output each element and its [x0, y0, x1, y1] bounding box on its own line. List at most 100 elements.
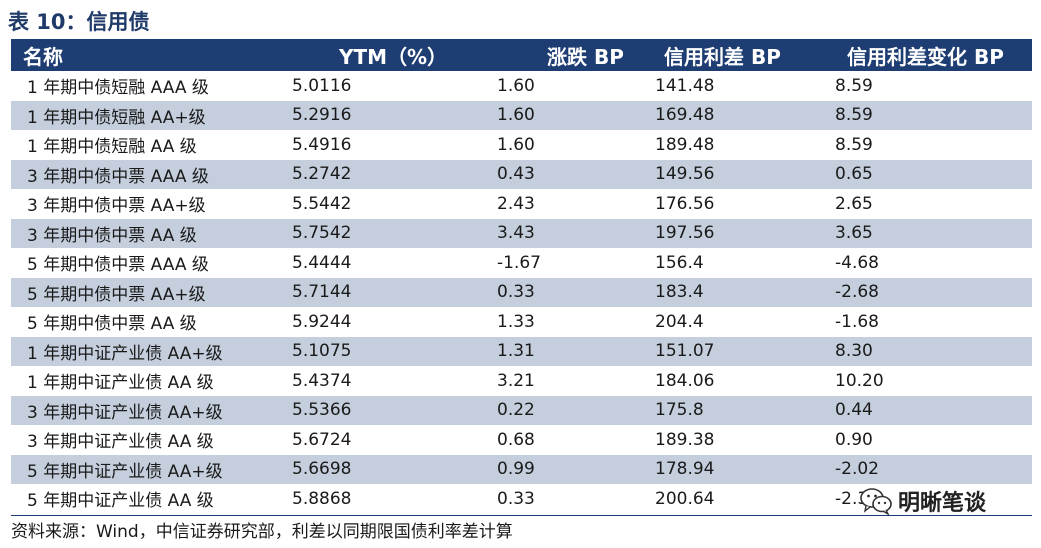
header-name: 名称 [23, 44, 63, 69]
cell-name: 5 年期中债中票 AA+级 [27, 284, 206, 305]
cell-name: 3 年期中证产业债 AA 级 [27, 432, 214, 453]
cell-spread: 176.56 [655, 193, 715, 214]
cell-spread: 141.48 [655, 75, 715, 96]
cell-spread-change: -2.02 [835, 459, 879, 480]
cell-name: 1 年期中债短融 AA+级 [27, 107, 206, 128]
cell-ytm: 5.7542 [292, 223, 352, 244]
table-row: 5 年期中债中票 AA 级 5.9244 1.33 204.4 -1.68 [11, 307, 1032, 337]
cell-spread: 189.48 [655, 134, 715, 155]
cell-spread: 184.06 [655, 370, 715, 391]
cell-ytm: 5.9244 [292, 311, 352, 332]
cell-name: 3 年期中债中票 AAA 级 [27, 166, 209, 187]
cell-change: 3.21 [497, 370, 535, 391]
cell-ytm: 5.6698 [292, 459, 352, 480]
cell-spread: 149.56 [655, 164, 715, 185]
source-note: 资料来源：Wind，中信证券研究部，利差以同期限国债利率差计算 [11, 522, 513, 542]
cell-change: 1.60 [497, 105, 535, 126]
cell-spread-change: 2.65 [835, 193, 873, 214]
cell-ytm: 5.4374 [292, 370, 352, 391]
cell-ytm: 5.5366 [292, 400, 352, 421]
table-row: 3 年期中债中票 AAA 级 5.2742 0.43 149.56 0.65 [11, 159, 1032, 189]
cell-change: 0.68 [497, 429, 535, 450]
header-spread-change: 信用利差变化 BP [847, 44, 1004, 69]
cell-name: 3 年期中证产业债 AA+级 [27, 402, 223, 423]
cell-name: 3 年期中债中票 AA+级 [27, 196, 206, 217]
cell-name: 5 年期中债中票 AA 级 [27, 314, 197, 335]
footer-divider [11, 515, 1032, 516]
table-row: 1 年期中证产业债 AA 级 5.4374 3.21 184.06 10.20 [11, 366, 1032, 396]
table-row: 5 年期中债中票 AAA 级 5.4444 -1.67 156.4 -4.68 [11, 248, 1032, 278]
cell-change: 1.60 [497, 75, 535, 96]
table-row: 3 年期中证产业债 AA 级 5.6724 0.68 189.38 0.90 [11, 425, 1032, 455]
cell-ytm: 5.4916 [292, 134, 352, 155]
cell-name: 1 年期中债短融 AA 级 [27, 137, 197, 158]
cell-spread: 204.4 [655, 311, 704, 332]
table-row: 3 年期中证产业债 AA+级 5.5366 0.22 175.8 0.44 [11, 395, 1032, 425]
cell-name: 1 年期中证产业债 AA 级 [27, 373, 214, 394]
table-row: 1 年期中债短融 AA 级 5.4916 1.60 189.48 8.59 [11, 130, 1032, 160]
table-row: 3 年期中债中票 AA+级 5.5442 2.43 176.56 2.65 [11, 189, 1032, 219]
table-row: 5 年期中证产业债 AA+级 5.6698 0.99 178.94 -2.02 [11, 454, 1032, 484]
cell-change: -1.67 [497, 252, 541, 273]
cell-change: 0.22 [497, 400, 535, 421]
cell-spread-change: 0.44 [835, 400, 873, 421]
cell-spread-change: 8.59 [835, 75, 873, 96]
cell-spread-change: 8.59 [835, 134, 873, 155]
cell-ytm: 5.6724 [292, 429, 352, 450]
cell-ytm: 5.0116 [292, 75, 352, 96]
cell-change: 1.60 [497, 134, 535, 155]
cell-spread: 200.64 [655, 488, 715, 509]
cell-name: 1 年期中证产业债 AA+级 [27, 343, 223, 364]
table-title: 表 10：信用债 [8, 10, 150, 34]
cell-name: 3 年期中债中票 AA 级 [27, 225, 197, 246]
wechat-icon [860, 487, 892, 516]
cell-spread: 183.4 [655, 282, 704, 303]
table-row: 5 年期中债中票 AA+级 5.7144 0.33 183.4 -2.68 [11, 277, 1032, 307]
cell-name: 1 年期中债短融 AAA 级 [27, 78, 209, 99]
cell-spread: 197.56 [655, 223, 715, 244]
cell-spread-change: 8.59 [835, 105, 873, 126]
cell-ytm: 5.4444 [292, 252, 352, 273]
cell-change: 0.33 [497, 488, 535, 509]
table-row: 1 年期中债短融 AA+级 5.2916 1.60 169.48 8.59 [11, 100, 1032, 130]
cell-spread-change: -2.68 [835, 282, 879, 303]
header-change-bp: 涨跌 BP [547, 44, 624, 69]
cell-spread: 178.94 [655, 459, 715, 480]
cell-spread: 156.4 [655, 252, 704, 273]
credit-bond-table: 名称 YTM（%） 涨跌 BP 信用利差 BP 信用利差变化 BP 1 年期中债… [11, 39, 1032, 514]
cell-spread-change: 0.90 [835, 429, 873, 450]
cell-change: 3.43 [497, 223, 535, 244]
cell-name: 5 年期中债中票 AAA 级 [27, 255, 209, 276]
cell-change: 0.33 [497, 282, 535, 303]
cell-spread-change: -4.68 [835, 252, 879, 273]
cell-name: 5 年期中证产业债 AA+级 [27, 461, 223, 482]
cell-ytm: 5.1075 [292, 341, 352, 362]
cell-ytm: 5.2916 [292, 105, 352, 126]
header-ytm: YTM（%） [339, 44, 448, 69]
cell-spread: 169.48 [655, 105, 715, 126]
table-header-row: 名称 YTM（%） 涨跌 BP 信用利差 BP 信用利差变化 BP [11, 39, 1032, 71]
cell-spread-change: 0.65 [835, 164, 873, 185]
watermark-text: 明晰笔谈 [898, 491, 987, 516]
cell-name: 5 年期中证产业债 AA 级 [27, 491, 214, 512]
cell-ytm: 5.2742 [292, 164, 352, 185]
cell-change: 0.43 [497, 164, 535, 185]
cell-spread-change: 3.65 [835, 223, 873, 244]
cell-spread: 189.38 [655, 429, 715, 450]
watermark: 明晰笔谈 [860, 485, 986, 517]
table-row: 1 年期中证产业债 AA+级 5.1075 1.31 151.07 8.30 [11, 336, 1032, 366]
table-row: 1 年期中债短融 AAA 级 5.0116 1.60 141.48 8.59 [11, 71, 1032, 101]
header-credit-spread: 信用利差 BP [664, 44, 781, 69]
cell-change: 2.43 [497, 193, 535, 214]
cell-spread: 151.07 [655, 341, 715, 362]
cell-ytm: 5.8868 [292, 488, 352, 509]
cell-change: 1.31 [497, 341, 535, 362]
cell-spread: 175.8 [655, 400, 704, 421]
cell-change: 1.33 [497, 311, 535, 332]
cell-ytm: 5.7144 [292, 282, 352, 303]
cell-spread-change: -1.68 [835, 311, 879, 332]
cell-ytm: 5.5442 [292, 193, 352, 214]
cell-change: 0.99 [497, 459, 535, 480]
cell-spread-change: 8.30 [835, 341, 873, 362]
cell-spread-change: 10.20 [835, 370, 884, 391]
